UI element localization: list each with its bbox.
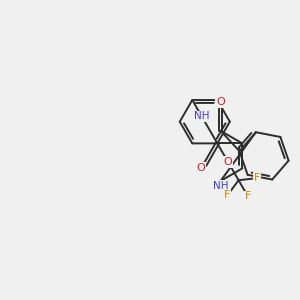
Text: F: F: [224, 190, 231, 200]
Text: F: F: [245, 191, 251, 202]
Text: O: O: [224, 157, 232, 167]
Text: NH: NH: [213, 181, 228, 191]
Text: F: F: [254, 173, 260, 183]
Text: NH: NH: [194, 111, 210, 122]
Text: O: O: [196, 163, 205, 173]
Text: O: O: [216, 97, 225, 107]
